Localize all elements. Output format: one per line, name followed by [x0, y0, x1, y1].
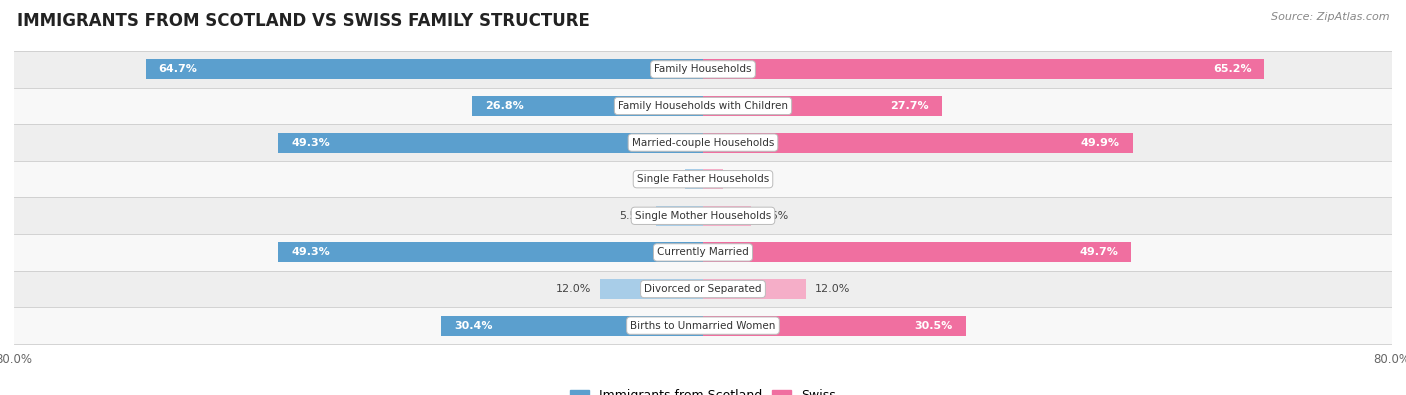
- Text: Births to Unmarried Women: Births to Unmarried Women: [630, 321, 776, 331]
- Bar: [14, 307, 1392, 344]
- Text: 2.1%: 2.1%: [648, 174, 676, 184]
- Bar: [14, 88, 1392, 124]
- Text: 64.7%: 64.7%: [159, 64, 198, 74]
- Text: 12.0%: 12.0%: [555, 284, 591, 294]
- Text: 12.0%: 12.0%: [815, 284, 851, 294]
- Bar: [14, 234, 1392, 271]
- Text: 27.7%: 27.7%: [890, 101, 928, 111]
- Bar: [703, 132, 1133, 152]
- Bar: [278, 243, 703, 263]
- Bar: [703, 243, 1130, 263]
- Bar: [703, 279, 807, 299]
- Text: 5.5%: 5.5%: [619, 211, 647, 221]
- Bar: [703, 59, 1264, 79]
- Text: Family Households: Family Households: [654, 64, 752, 74]
- Text: 2.3%: 2.3%: [731, 174, 759, 184]
- Text: 30.4%: 30.4%: [454, 321, 492, 331]
- Bar: [703, 96, 942, 116]
- Bar: [441, 316, 703, 336]
- Text: Married-couple Households: Married-couple Households: [631, 137, 775, 148]
- Bar: [472, 96, 703, 116]
- Text: 49.3%: 49.3%: [291, 247, 330, 258]
- Bar: [655, 206, 703, 226]
- Text: 30.5%: 30.5%: [914, 321, 953, 331]
- Bar: [14, 271, 1392, 307]
- Legend: Immigrants from Scotland, Swiss: Immigrants from Scotland, Swiss: [565, 384, 841, 395]
- Text: 65.2%: 65.2%: [1213, 64, 1251, 74]
- Text: Source: ZipAtlas.com: Source: ZipAtlas.com: [1271, 12, 1389, 22]
- Bar: [685, 169, 703, 189]
- Bar: [703, 169, 723, 189]
- Text: Divorced or Separated: Divorced or Separated: [644, 284, 762, 294]
- Bar: [703, 206, 751, 226]
- Text: Currently Married: Currently Married: [657, 247, 749, 258]
- Text: Single Father Households: Single Father Households: [637, 174, 769, 184]
- Text: IMMIGRANTS FROM SCOTLAND VS SWISS FAMILY STRUCTURE: IMMIGRANTS FROM SCOTLAND VS SWISS FAMILY…: [17, 12, 589, 30]
- Text: Family Households with Children: Family Households with Children: [619, 101, 787, 111]
- Text: 49.7%: 49.7%: [1080, 247, 1118, 258]
- Bar: [14, 161, 1392, 198]
- Text: 49.9%: 49.9%: [1081, 137, 1119, 148]
- Text: Single Mother Households: Single Mother Households: [636, 211, 770, 221]
- Text: 5.6%: 5.6%: [759, 211, 789, 221]
- Bar: [14, 198, 1392, 234]
- Bar: [14, 124, 1392, 161]
- Text: 49.3%: 49.3%: [291, 137, 330, 148]
- Bar: [703, 316, 966, 336]
- Bar: [278, 132, 703, 152]
- Bar: [146, 59, 703, 79]
- Text: 26.8%: 26.8%: [485, 101, 524, 111]
- Bar: [599, 279, 703, 299]
- Bar: [14, 51, 1392, 88]
